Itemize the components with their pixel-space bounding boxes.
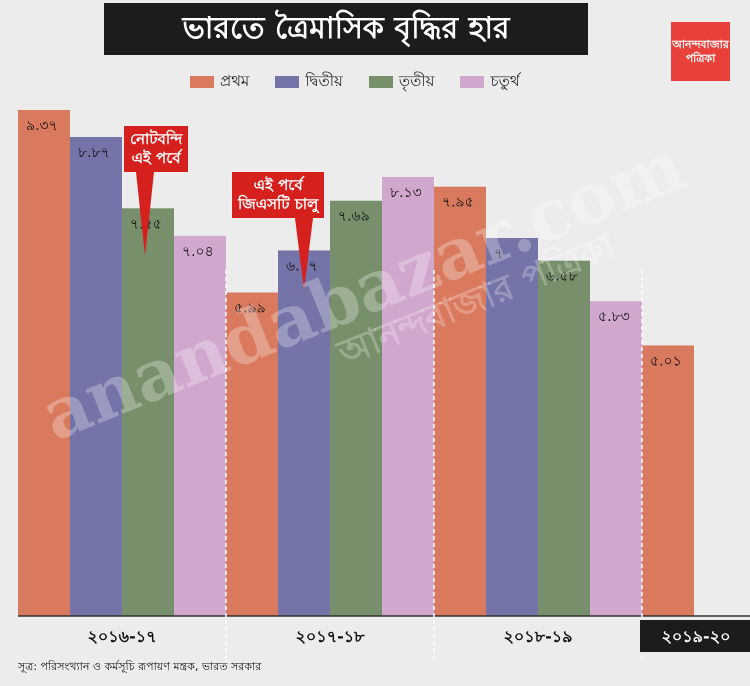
legend-label-q1: প্রথম	[220, 71, 250, 90]
bar-value-label: ৮.১৩	[390, 185, 422, 201]
callout-gst-line2: জিএসটি চালু	[238, 195, 319, 213]
x-tick-label: ২০১৬-১৭	[87, 627, 156, 646]
x-tick-label: ২০১৯-২০	[661, 627, 730, 646]
legend-label-q2: দ্বিতীয়	[305, 71, 343, 90]
legend-label-q4: চতুর্থ	[490, 71, 520, 90]
bar-g2-q3	[538, 260, 590, 616]
callout-demonetisation-line2: এই পর্বে	[131, 149, 181, 167]
bar-g2-q2	[486, 238, 538, 616]
legend-item-q1: প্রথম	[190, 70, 249, 95]
bar-g2-q1	[434, 186, 486, 616]
bar-g0-q2	[70, 137, 122, 616]
legend-item-q2: দ্বিতীয়	[275, 70, 343, 95]
legend-label-q3: তৃতীয়	[398, 71, 435, 90]
legend: প্রথম দ্বিতীয় তৃতীয় চতুর্থ	[190, 70, 520, 94]
x-tick-label: ২০১৮-১৯	[504, 627, 573, 646]
logo-line-2: পত্রিকা	[685, 51, 716, 65]
legend-swatch-q1	[190, 76, 214, 88]
bar-value-label: ৭.৯৫	[442, 195, 474, 211]
bar-value-label: ৭	[494, 246, 503, 262]
bar-g3-q1	[642, 345, 694, 616]
callout-gst: এই পর্বে জিএসটি চালু	[232, 172, 325, 218]
bar-value-label: ৯.৩৭	[26, 118, 58, 134]
bar-value-label: ৭.৬৯	[338, 209, 370, 225]
bar-g1-q4	[382, 176, 434, 617]
bar-value-label: ৭.০৪	[182, 244, 214, 260]
x-tick-label: ২০১৭-১৮	[296, 627, 366, 646]
anandabazar-logo: আনন্দবাজার পত্রিকা	[671, 22, 730, 81]
bar-g0-q1	[18, 110, 70, 617]
callout-gst-pointer	[295, 218, 313, 290]
bar-g1-q1	[226, 292, 278, 616]
bar-g0-q3	[122, 208, 174, 617]
bar-value-label: ৮.৮৭	[78, 145, 110, 161]
bar-value-label: ৫.০১	[650, 353, 682, 369]
bar-value-label: ৫.৮৩	[598, 309, 630, 325]
bar-value-label: ৫.৯৯	[234, 301, 266, 317]
callout-demonetisation: নোটবন্দি এই পর্বে	[124, 126, 189, 172]
legend-swatch-q4	[460, 76, 485, 88]
legend-item-q3: তৃতীয়	[368, 70, 435, 95]
logo-line-1: আনন্দবাজার	[672, 37, 729, 51]
last-year-label-bg	[640, 620, 750, 652]
legend-swatch-q3	[368, 76, 393, 88]
callout-demonetisation-pointer	[136, 172, 154, 256]
legend-swatch-q2	[275, 76, 300, 88]
bar-g1-q2	[278, 250, 330, 617]
bar-g2-q4	[590, 301, 642, 616]
bar-value-label: ৬.৫৮	[546, 269, 578, 285]
legend-item-q4: চতুর্থ	[460, 70, 520, 95]
bar-g0-q4	[174, 235, 226, 616]
source-note: সূত্র: পরিসংখ্যান ও কর্মসূচি রূপায়ণ মন্…	[18, 660, 262, 673]
chart-title: ভারতে ত্রৈমাসিক বৃদ্ধির হার	[104, 3, 588, 55]
bar-g1-q3	[330, 200, 382, 617]
callout-demonetisation-line1: নোটবন্দি	[130, 130, 183, 148]
callout-gst-line1: এই পর্বে	[253, 176, 303, 194]
